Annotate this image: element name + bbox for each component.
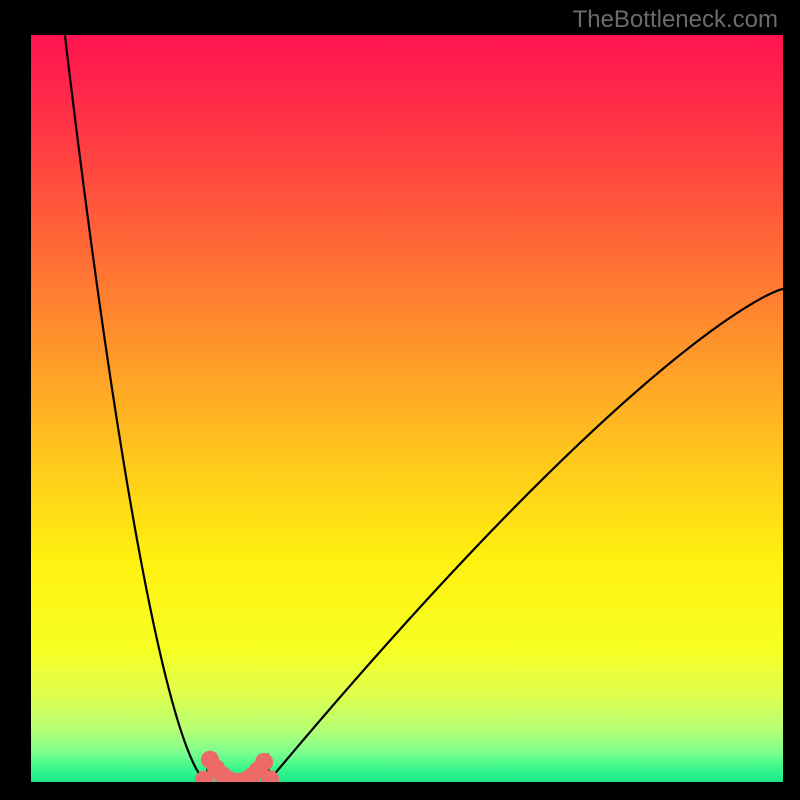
valley-marker bbox=[255, 753, 273, 771]
watermark-text: TheBottleneck.com bbox=[573, 6, 778, 34]
bottleneck-curve bbox=[65, 35, 783, 782]
bottleneck-curve-svg bbox=[31, 35, 783, 782]
plot-area bbox=[31, 35, 783, 782]
